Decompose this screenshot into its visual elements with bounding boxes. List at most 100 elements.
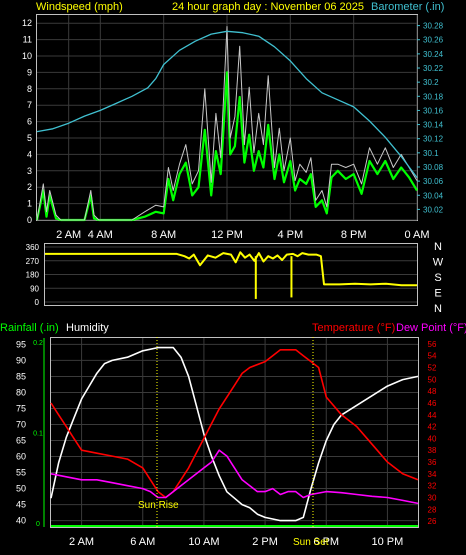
temperature-tick-label: 38 <box>428 446 437 455</box>
weather-xtick-label: 2 AM <box>69 536 94 548</box>
direction-panel-frame <box>44 243 418 306</box>
weather-xtick-label: 10 PM <box>372 536 404 548</box>
temperature-tick-label: 34 <box>428 470 437 479</box>
barometer-tick-label: 30.1 <box>423 149 439 158</box>
temperature-tick-label: 26 <box>428 517 437 526</box>
weather-xtick-label: 6 PM <box>313 536 339 548</box>
barometer-tick-label: 30.06 <box>423 177 444 186</box>
rainfall-header: Rainfall (.in) <box>0 322 59 334</box>
barometer-tick-label: 30.14 <box>423 121 444 130</box>
humidity-tick-label: 40 <box>16 516 26 526</box>
temperature-tick-label: 42 <box>428 423 437 432</box>
wind-ytick-label: 9 <box>27 67 32 77</box>
barometer-tick-label: 30.12 <box>423 135 444 144</box>
temperature-line <box>50 348 419 499</box>
humidity-tick-label: 50 <box>16 484 26 494</box>
wind-xtick-label: 0 AM <box>404 229 429 241</box>
barometer-tick-label: 30.04 <box>423 191 444 200</box>
barometer-tick-label: 30.28 <box>423 22 444 31</box>
wind-ytick-label: 2 <box>27 182 32 192</box>
temperature-tick-label: 54 <box>428 352 437 361</box>
wind-xtick-label: 12 PM <box>211 229 243 241</box>
direction-ytick-label: 180 <box>26 271 40 280</box>
wind-ytick-label: 4 <box>27 149 32 159</box>
humidity-tick-label: 55 <box>16 468 26 478</box>
windspeed-header: Windspeed (mph) <box>36 1 123 13</box>
humidity-tick-label: 70 <box>16 419 26 429</box>
barometer-tick-label: 30.22 <box>423 64 444 73</box>
humidity-line <box>50 346 419 522</box>
wind-xtick-label: 4 PM <box>277 229 303 241</box>
barometer-tick-label: 30.08 <box>423 163 444 172</box>
humidity-header: Humidity <box>66 322 109 334</box>
temperature-tick-label: 52 <box>428 364 437 373</box>
humidity-tick-label: 85 <box>16 371 26 381</box>
wind-ytick-label: 5 <box>27 133 32 143</box>
rainfall-tick-label: 0.1 <box>33 431 43 438</box>
temperature-tick-label: 28 <box>428 505 437 514</box>
compass-label: N <box>434 303 442 315</box>
barometer-tick-label: 30.02 <box>423 205 444 214</box>
barometer-tick-label: 30.16 <box>423 106 444 115</box>
direction-ytick-label: 0 <box>35 298 40 307</box>
dewpoint-header: Dew Point (°F) <box>396 322 466 334</box>
dewpoint-line <box>50 449 419 505</box>
wind-ytick-label: 12 <box>22 18 32 28</box>
humidity-tick-label: 95 <box>16 339 26 349</box>
wind-ytick-label: 7 <box>27 100 32 110</box>
wind-ytick-label: 3 <box>27 166 32 176</box>
compass-label: W <box>433 257 444 269</box>
temperature-tick-label: 46 <box>428 399 437 408</box>
rainfall-tick-label: 0 <box>36 521 40 528</box>
temperature-tick-label: 48 <box>428 387 437 396</box>
wind-ytick-label: 10 <box>22 51 32 61</box>
rainfall-tick-label: 0.2 <box>33 340 43 347</box>
temperature-tick-label: 44 <box>428 411 437 420</box>
direction-line <box>45 251 417 287</box>
compass-label: N <box>434 241 442 253</box>
humidity-tick-label: 45 <box>16 500 26 510</box>
temperature-tick-label: 56 <box>428 340 437 349</box>
wind-xtick-label: 8 AM <box>151 229 176 241</box>
wind-xtick-label: 4 AM <box>88 229 113 241</box>
direction-ytick-label: 360 <box>26 243 40 252</box>
temperature-tick-label: 32 <box>428 482 437 491</box>
barometer-tick-label: 30.2 <box>423 78 439 87</box>
wind-ytick-label: 1 <box>27 199 32 209</box>
barometer-tick-label: 30.26 <box>423 36 444 45</box>
temperature-tick-label: 40 <box>428 434 437 443</box>
temperature-header: Temperature (°F) <box>312 322 395 334</box>
wind-ytick-label: 8 <box>27 84 32 94</box>
sunset-label: Sun Set <box>293 537 329 548</box>
barometer-line <box>36 30 418 178</box>
temperature-tick-label: 36 <box>428 458 437 467</box>
weather-xtick-label: 6 AM <box>130 536 155 548</box>
wind-xtick-label: 8 PM <box>341 229 367 241</box>
barometer-tick-label: 30.18 <box>423 92 444 101</box>
graph-title: 24 hour graph day : November 06 2025 <box>172 1 364 13</box>
compass-label: E <box>434 288 441 300</box>
weather-xtick-label: 10 AM <box>188 536 219 548</box>
direction-ytick-label: 270 <box>26 257 40 266</box>
wind-ytick-label: 0 <box>27 215 32 225</box>
barometer-header: Barometer (.in) <box>371 1 444 13</box>
windspeed-line <box>36 26 418 221</box>
temperature-tick-label: 50 <box>428 375 437 384</box>
temperature-tick-label: 30 <box>428 493 437 502</box>
gust-line <box>35 71 418 222</box>
wind-xtick-label: 2 AM <box>56 229 81 241</box>
weather-xtick-label: 2 PM <box>252 536 278 548</box>
humidity-tick-label: 65 <box>16 436 26 446</box>
sunrise-label: Sun Rise <box>138 500 179 511</box>
wind-ytick-label: 11 <box>23 35 32 45</box>
humidity-tick-label: 80 <box>16 387 26 397</box>
weather-panel-frame <box>50 337 419 528</box>
humidity-tick-label: 75 <box>16 403 26 413</box>
wind-ytick-label: 6 <box>27 117 32 127</box>
humidity-tick-label: 60 <box>16 452 26 462</box>
compass-label: S <box>434 272 441 284</box>
humidity-tick-label: 90 <box>16 355 26 365</box>
direction-ytick-label: 90 <box>30 284 39 293</box>
barometer-tick-label: 30.24 <box>423 50 444 59</box>
